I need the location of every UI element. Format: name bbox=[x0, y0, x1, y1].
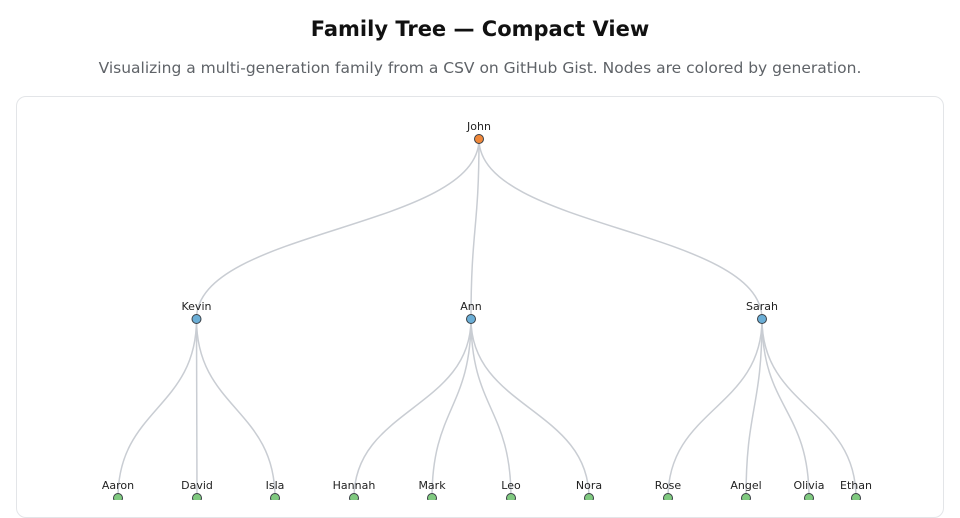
tree-nodes: John Kevin Aaron David Isla Ann Hannah Mark Leo N… bbox=[102, 120, 872, 500]
link-ann-leo bbox=[470, 318, 512, 499]
node-label-rose: Rose bbox=[655, 479, 682, 492]
tree-node-ann[interactable]: Ann bbox=[460, 300, 482, 324]
node-marker-nora[interactable] bbox=[584, 493, 594, 501]
node-marker-leo[interactable] bbox=[506, 493, 516, 501]
node-label-aaron: Aaron bbox=[102, 479, 134, 492]
node-marker-ann[interactable] bbox=[466, 314, 476, 324]
node-label-angel: Angel bbox=[730, 479, 761, 492]
node-label-ann: Ann bbox=[460, 300, 481, 313]
tree-node-leo[interactable]: Leo bbox=[501, 479, 521, 500]
link-sarah-olivia bbox=[761, 318, 810, 499]
node-marker-john[interactable] bbox=[474, 134, 484, 144]
node-label-john: John bbox=[466, 120, 491, 133]
link-john-ann bbox=[470, 138, 480, 320]
link-sarah-angel bbox=[745, 318, 763, 499]
link-ann-hannah bbox=[353, 318, 472, 499]
tree-node-david[interactable]: David bbox=[181, 479, 213, 500]
link-kevin-aaron bbox=[117, 318, 198, 499]
node-label-hannah: Hannah bbox=[333, 479, 376, 492]
node-label-sarah: Sarah bbox=[746, 300, 778, 313]
node-label-kevin: Kevin bbox=[182, 300, 212, 313]
node-label-ethan: Ethan bbox=[840, 479, 872, 492]
tree-node-sarah[interactable]: Sarah bbox=[746, 300, 778, 324]
family-tree-diagram: John Kevin Aaron David Isla Ann Hannah Mark Leo N… bbox=[102, 120, 872, 500]
node-marker-angel[interactable] bbox=[741, 493, 751, 501]
link-john-sarah bbox=[478, 138, 763, 320]
tree-panel bbox=[16, 96, 944, 518]
link-ann-nora bbox=[470, 318, 590, 499]
node-marker-sarah[interactable] bbox=[757, 314, 767, 324]
tree-node-hannah[interactable]: Hannah bbox=[333, 479, 376, 500]
node-label-isla: Isla bbox=[266, 479, 285, 492]
link-kevin-isla bbox=[195, 318, 276, 499]
tree-node-ethan[interactable]: Ethan bbox=[840, 479, 872, 500]
tree-node-kevin[interactable]: Kevin bbox=[182, 300, 212, 324]
tree-links bbox=[117, 138, 857, 499]
tree-node-mark[interactable]: Mark bbox=[418, 479, 446, 500]
link-kevin-david bbox=[195, 318, 198, 499]
node-marker-aaron[interactable] bbox=[113, 493, 123, 501]
node-marker-mark[interactable] bbox=[427, 493, 437, 501]
node-marker-isla[interactable] bbox=[270, 493, 280, 501]
tree-node-olivia[interactable]: Olivia bbox=[793, 479, 825, 501]
tree-node-john[interactable]: John bbox=[466, 120, 491, 144]
link-john-kevin bbox=[195, 138, 480, 320]
link-ann-mark bbox=[431, 318, 472, 499]
page-subtitle: Visualizing a multi-generation family fr… bbox=[98, 59, 862, 77]
tree-node-angel[interactable]: Angel bbox=[730, 479, 762, 501]
node-marker-david[interactable] bbox=[192, 493, 202, 501]
tree-node-rose[interactable]: Rose bbox=[655, 479, 682, 500]
node-marker-rose[interactable] bbox=[663, 493, 673, 501]
node-label-leo: Leo bbox=[501, 479, 521, 492]
node-label-olivia: Olivia bbox=[793, 479, 824, 492]
node-marker-hannah[interactable] bbox=[349, 493, 359, 501]
link-sarah-rose bbox=[667, 318, 763, 499]
tree-node-isla[interactable]: Isla bbox=[266, 479, 285, 500]
node-marker-ethan[interactable] bbox=[851, 493, 861, 501]
tree-node-nora[interactable]: Nora bbox=[576, 479, 602, 500]
node-label-david: David bbox=[181, 479, 213, 492]
node-label-mark: Mark bbox=[418, 479, 446, 492]
link-sarah-ethan bbox=[761, 318, 857, 499]
node-marker-kevin[interactable] bbox=[191, 314, 202, 324]
node-label-nora: Nora bbox=[576, 479, 602, 492]
node-marker-olivia[interactable] bbox=[804, 493, 814, 501]
tree-node-aaron[interactable]: Aaron bbox=[102, 479, 134, 500]
page-title: Family Tree — Compact View bbox=[310, 17, 650, 41]
